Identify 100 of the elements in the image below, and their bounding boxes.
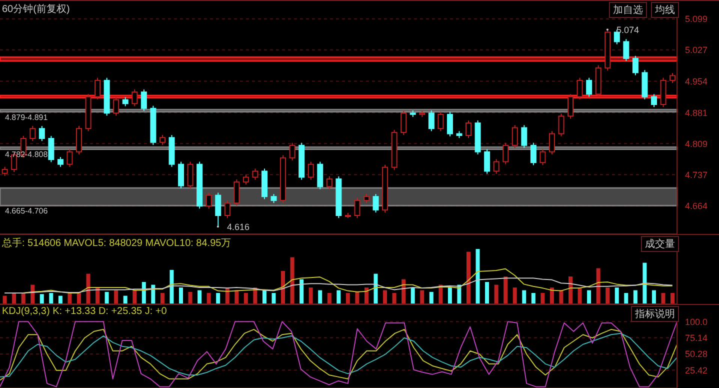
bar [123,296,128,304]
candlestick [650,94,657,108]
annotation: 均线 [651,2,679,18]
bar [494,284,498,304]
candlestick [94,77,101,100]
y-tick-label: 75.14 [685,332,708,343]
candlestick [484,148,490,174]
bar [568,276,572,304]
chart-title: KDJ(9,3,3) K: +13.33 D: +25.35 J: +0 [2,306,167,317]
y-tick-label: 100.0 [685,316,708,327]
bar [420,290,424,304]
bar [383,290,388,304]
candlestick [252,168,258,180]
candlestick [372,193,379,213]
candlestick [206,192,212,210]
candlestick [493,158,500,174]
bar [244,293,248,304]
bar [355,292,360,304]
bar [606,288,610,304]
bar [336,290,341,304]
bar [216,293,220,304]
bar [206,293,211,304]
candlestick [586,77,592,98]
candlestick [568,94,574,120]
bar [308,288,313,304]
candlestick [187,161,194,189]
y-tick-label: 4.737 [685,170,708,180]
bar [642,262,647,304]
candlestick [623,38,630,62]
bar [550,288,554,304]
candlestick [446,111,453,137]
candlestick [558,113,564,137]
candlestick [400,110,407,136]
candlestick [242,174,249,186]
bar [49,293,54,304]
bar [587,290,592,304]
bar [300,279,304,304]
candlestick [122,96,128,107]
y-tick-label: 5.099 [685,14,708,24]
bar [531,293,536,304]
candlestick [224,200,230,219]
bar [429,292,434,304]
bar [364,288,368,304]
candlestick [428,110,434,132]
bar [633,290,638,304]
bar [614,288,619,304]
annotation: 成交量 [641,236,679,252]
bar [290,257,294,304]
candlestick [632,55,638,76]
candlestick [57,156,64,168]
candlestick [317,161,324,190]
bar [58,296,62,304]
candlestick [364,193,370,204]
bar [559,290,564,304]
bar [178,288,183,304]
bar [624,293,628,304]
bar [198,290,202,304]
candlestick [270,193,277,204]
annotation: 指标说明 [631,306,679,322]
y-tick-label: 5.027 [685,45,708,56]
bar [132,290,137,304]
candlestick [548,130,555,155]
bar [21,293,26,304]
bar [670,293,675,304]
candlestick [159,134,166,146]
chart-title: 总手: 514606 MAVOL5: 848029 MAVOL10: 84.95万 [2,236,232,250]
candlestick [38,126,45,142]
bar [104,292,109,304]
bar [374,274,378,304]
candlestick [140,88,147,112]
bar [522,290,526,304]
bar [652,290,656,304]
y-tick-label: 4.664 [685,201,708,212]
bar [327,293,332,304]
candlestick [512,124,518,148]
bar [512,288,517,304]
bar [262,290,266,304]
y-tick-label: 4.881 [685,108,708,118]
candlestick [530,142,536,166]
candlestick [30,126,36,142]
bar [540,293,545,304]
bar [40,294,44,304]
band-label: 4.879-4.891 [5,112,48,122]
bar [170,270,174,304]
bar [485,282,490,304]
candlestick [326,176,332,190]
candlestick [354,197,360,219]
bar [272,293,276,304]
annotation: 加自选 [609,2,647,18]
candlestick [48,135,54,163]
bar [504,276,508,304]
candlestick [502,142,509,165]
annotation: 4.616 [226,222,250,232]
candlestick [113,96,120,116]
annotation: 5.074 [616,24,639,35]
band-label: 4.665-4.706 [5,206,48,216]
candlestick [576,77,583,100]
bar [448,288,452,304]
candlestick [289,142,296,161]
y-tick-label: 50.28 [685,349,708,360]
